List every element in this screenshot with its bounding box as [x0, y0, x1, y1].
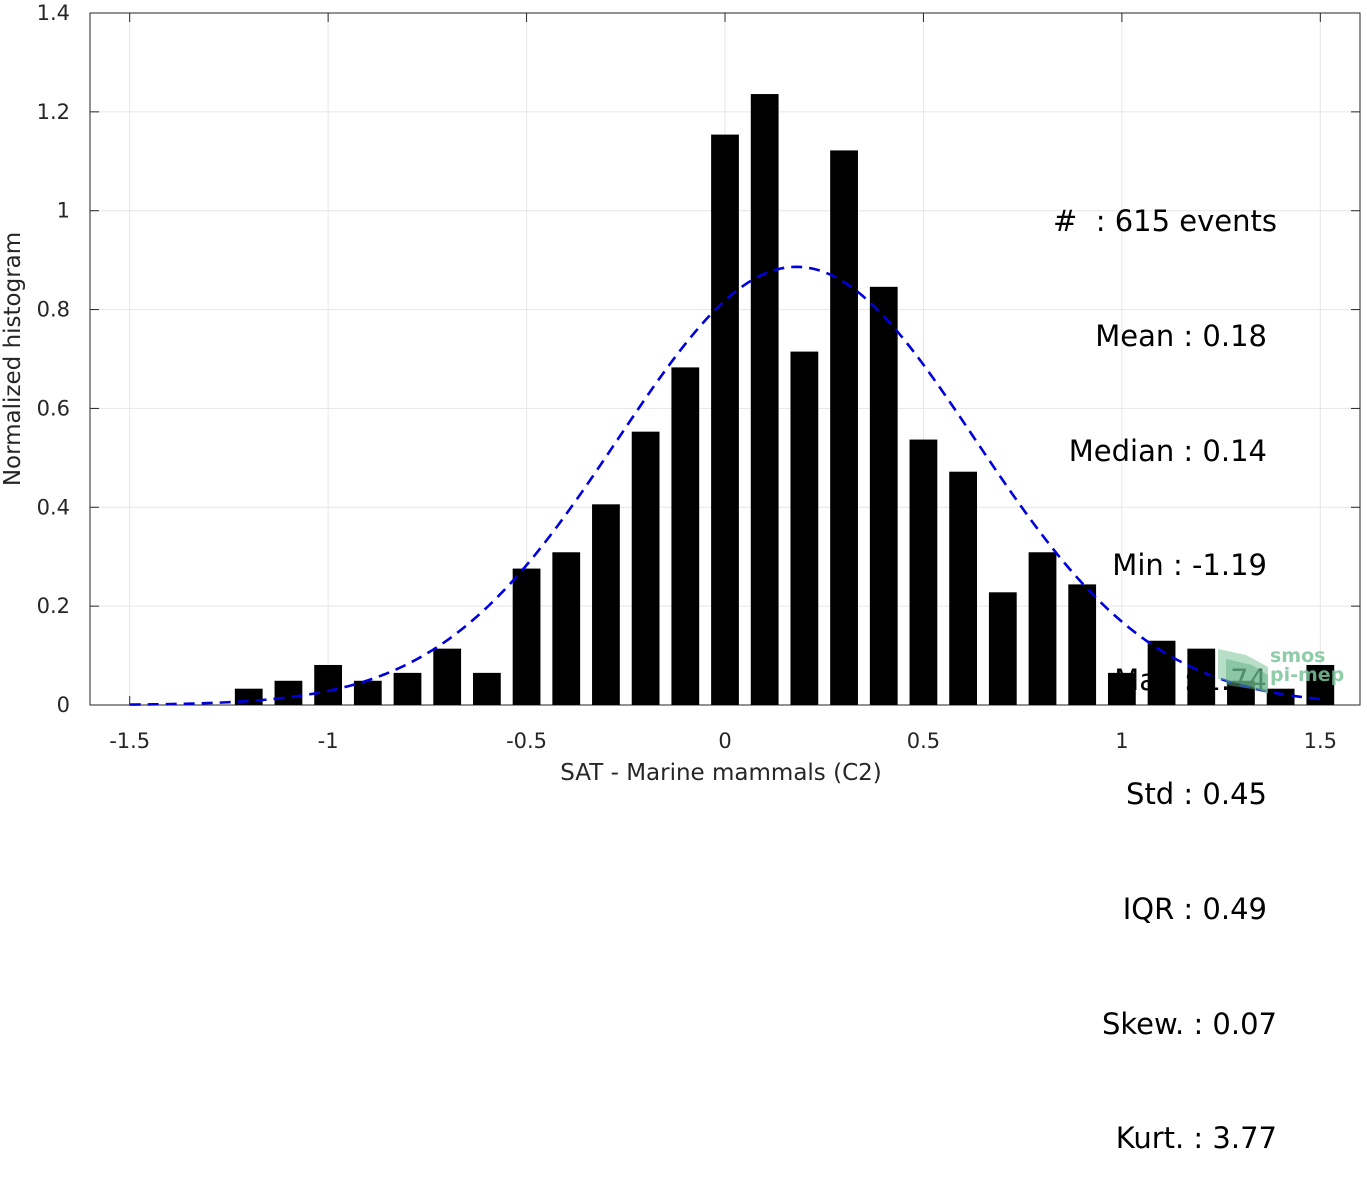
y-axis-label: Normalized histogram: [0, 232, 26, 486]
bar-18: [949, 471, 978, 705]
bar-12: [711, 134, 739, 705]
x-tick-label-6: 1.5: [1304, 729, 1337, 753]
bar-4: [393, 672, 422, 705]
bar-7: [512, 568, 541, 705]
bar-24: [1187, 648, 1216, 705]
y-tick-label-0: 0: [57, 693, 70, 717]
stat-mean: Mean : 0.18: [1095, 319, 1267, 354]
bar-5: [433, 648, 462, 705]
stat-min: Min : -1.19: [1112, 548, 1267, 583]
watermark-line-1: smos: [1270, 645, 1326, 667]
normal-fit-curve: [129, 265, 1321, 706]
bar-2: [314, 664, 343, 705]
stat-count: # : 615 events: [1053, 204, 1277, 239]
bar-6: [472, 672, 501, 705]
histogram-chart: -1.5 -1 -0.5 0 0.5 1 1.5 00.20.40.60.811.21.4 …: [0, 1, 1361, 785]
x-tick-label-3: 0: [718, 729, 731, 753]
stat-std: Std : 0.45: [1126, 777, 1267, 812]
y-tick-label-7: 1.4: [37, 1, 70, 25]
bar-9: [592, 504, 620, 705]
x-tick-label-2: -0.5: [506, 729, 547, 753]
bar-1: [274, 680, 303, 705]
y-tick-label-6: 1.2: [37, 100, 70, 124]
bar-21: [1068, 584, 1097, 705]
x-tick-label-4: 0.5: [907, 729, 940, 753]
bar-10: [631, 431, 660, 705]
stat-kurt: Kurt. : 3.77: [1115, 1121, 1277, 1156]
x-axis-label: SAT - Marine mammals (C2): [560, 760, 882, 785]
bar-11: [671, 367, 700, 705]
watermark-text: smos pi-mep: [1270, 647, 1344, 685]
bar-14: [790, 351, 819, 705]
bar-8: [552, 552, 581, 705]
x-tick-label-5: 1: [1115, 729, 1128, 753]
bar-20: [1028, 552, 1057, 705]
smos-pimep-logo-icon: [1218, 649, 1268, 693]
bar-22: [1107, 672, 1136, 705]
y-tick-labels: 0 0.2 0.4 0.6 0.8 1 1.2 1.4: [37, 1, 70, 717]
y-tick-label-1: 0.2: [37, 594, 70, 618]
watermark-line-2: pi-mep: [1270, 664, 1345, 686]
x-tick-label-0: -1.5: [109, 729, 150, 753]
stat-iqr: IQR : 0.49: [1122, 892, 1267, 927]
y-tick-label-2: 0.4: [37, 495, 70, 519]
y-tick-label-4: 0.8: [37, 298, 70, 322]
y-tick-label-5: 1: [57, 199, 70, 223]
x-tick-label-1: -1: [318, 729, 339, 753]
x-tick-labels: -1.5 -1 -0.5 0 0.5 1 1.5: [109, 729, 1337, 753]
bar-3: [353, 680, 382, 705]
stat-skew: Skew. : 0.07: [1101, 1006, 1277, 1041]
stat-median: Median : 0.14: [1068, 433, 1267, 468]
bar-19: [988, 592, 1017, 705]
bar-15: [830, 150, 858, 705]
bar-16: [869, 286, 898, 705]
bar-17: [909, 439, 938, 705]
histogram-bars: [234, 94, 1335, 705]
bar-13: [750, 94, 779, 705]
y-tick-label-3: 0.6: [37, 396, 70, 420]
